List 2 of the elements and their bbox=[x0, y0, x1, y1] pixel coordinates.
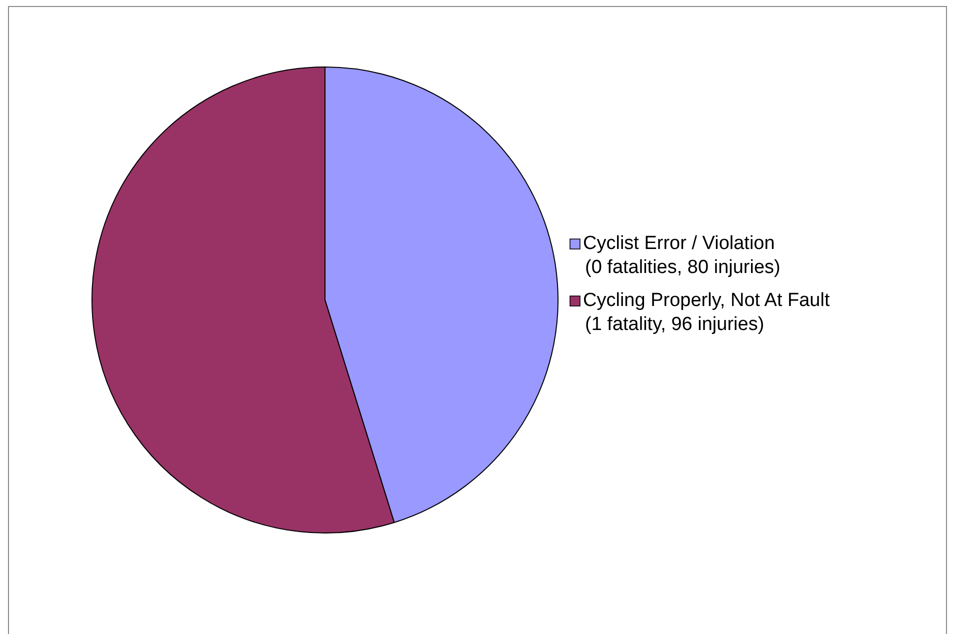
legend-label: Cyclist Error / Violation (0 fatalities, 80 injuries) bbox=[583, 233, 780, 278]
legend-label: Cycling Properly, Not At Fault (1 fatality, 96 injuries) bbox=[583, 290, 830, 335]
